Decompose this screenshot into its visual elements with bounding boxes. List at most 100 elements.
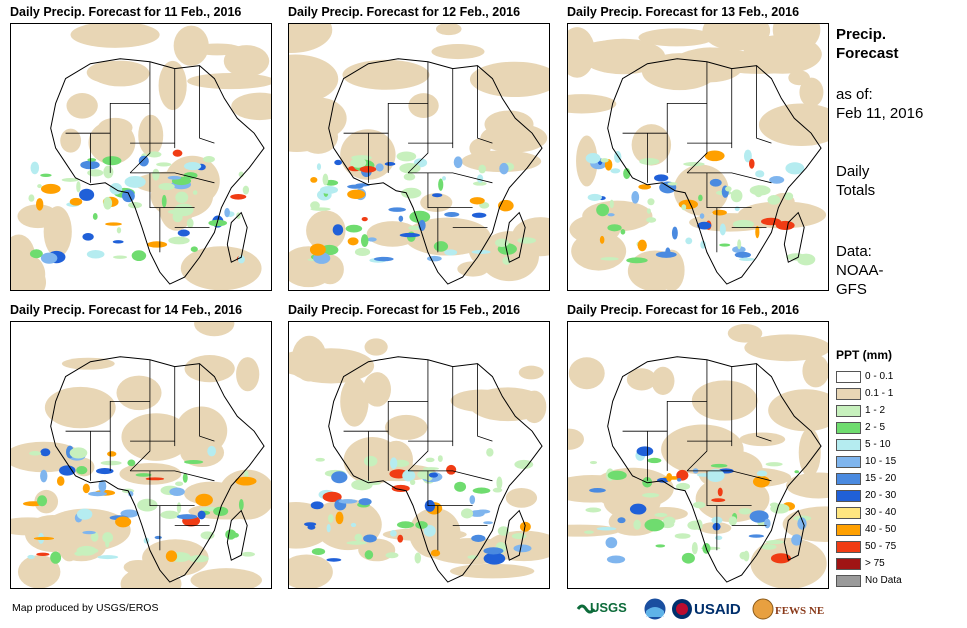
precip-area xyxy=(748,534,764,538)
precip-area xyxy=(147,241,168,248)
precip-area xyxy=(427,255,442,262)
precip-area xyxy=(213,506,229,516)
precip-area xyxy=(340,376,369,427)
precip-area xyxy=(120,509,139,518)
precip-area xyxy=(732,219,754,229)
precip-area xyxy=(316,163,322,171)
precip-area xyxy=(116,227,122,234)
precip-area xyxy=(734,206,740,212)
precip-area xyxy=(88,491,107,497)
forecast-panel-14: Daily Precip. Forecast for 14 Feb., 2016 xyxy=(10,303,272,589)
panel-title: Daily Precip. Forecast for 14 Feb., 2016 xyxy=(10,303,243,317)
precip-area xyxy=(168,236,190,245)
precip-area xyxy=(514,459,534,469)
precip-area xyxy=(390,457,398,469)
precip-area xyxy=(358,498,372,506)
legend-label: 50 - 75 xyxy=(865,541,897,552)
precip-area xyxy=(647,198,655,206)
precip-area xyxy=(236,357,260,392)
map-graphic xyxy=(568,323,828,588)
precip-area xyxy=(453,156,463,169)
precip-area xyxy=(409,210,431,224)
precip-area xyxy=(59,465,76,476)
precip-area xyxy=(472,487,491,494)
precip-area xyxy=(571,231,627,271)
data-source-line1: Data: xyxy=(836,243,872,260)
country-border xyxy=(687,172,772,184)
precip-area xyxy=(623,168,631,180)
precip-area xyxy=(115,516,132,528)
precip-area xyxy=(468,229,493,265)
precip-area xyxy=(385,552,399,559)
precip-area xyxy=(289,102,337,153)
precip-area xyxy=(399,163,421,174)
precip-area xyxy=(399,232,421,238)
precip-area xyxy=(717,487,723,497)
precip-area xyxy=(697,221,712,230)
country-border xyxy=(129,61,151,174)
precip-area xyxy=(739,257,755,262)
precip-area xyxy=(194,322,235,337)
legend-label: No Data xyxy=(865,575,902,586)
totals-line2: Totals xyxy=(836,182,876,199)
country-border xyxy=(199,363,215,442)
precip-area xyxy=(102,156,122,166)
precip-area xyxy=(770,503,790,514)
precip-area xyxy=(437,455,443,462)
precip-area xyxy=(289,554,333,588)
precip-map xyxy=(10,321,272,589)
precip-area xyxy=(326,558,342,562)
precip-area xyxy=(175,191,189,204)
precip-area xyxy=(765,539,784,545)
precip-area xyxy=(158,60,187,110)
map-graphic xyxy=(289,24,549,288)
country-border xyxy=(687,470,772,482)
precip-area xyxy=(750,537,827,588)
precip-area xyxy=(390,530,397,537)
precip-area xyxy=(304,522,317,527)
country-border xyxy=(427,470,473,507)
legend-item: 2 - 5 xyxy=(836,419,902,436)
country-border xyxy=(65,103,150,134)
forecast-panel-12: Daily Precip. Forecast for 12 Feb., 2016 xyxy=(288,5,550,291)
precip-area xyxy=(658,249,685,290)
precip-area xyxy=(36,198,44,211)
precip-area xyxy=(86,250,105,259)
precip-area xyxy=(430,549,441,557)
precip-area xyxy=(497,526,510,536)
legend-swatch xyxy=(836,387,861,400)
precip-area xyxy=(231,92,271,121)
side-title-line2: Forecast xyxy=(836,45,899,62)
precip-area xyxy=(56,476,65,486)
precip-area xyxy=(444,211,460,217)
precip-area xyxy=(367,237,377,242)
precip-area xyxy=(103,196,113,210)
precip-area xyxy=(607,213,615,217)
precip-area xyxy=(435,24,462,36)
precip-area xyxy=(471,212,487,218)
precip-area xyxy=(183,460,204,465)
precip-area xyxy=(190,568,262,588)
coastline xyxy=(226,211,248,263)
precip-area xyxy=(24,514,81,553)
data-source: Data: NOAA- GFS xyxy=(836,242,884,299)
precip-area xyxy=(338,499,358,504)
precip-area xyxy=(589,460,598,465)
legend-item: > 75 xyxy=(836,555,902,572)
precip-area xyxy=(200,531,215,540)
precip-area xyxy=(40,173,52,177)
forecast-panel-11: Daily Precip. Forecast for 11 Feb., 2016 xyxy=(10,5,272,291)
precip-area xyxy=(626,257,648,264)
precip-area xyxy=(414,552,422,564)
precip-area xyxy=(76,181,81,193)
precip-area xyxy=(663,516,676,525)
precip-area xyxy=(138,114,164,157)
precip-area xyxy=(799,77,824,107)
precip-area xyxy=(375,163,384,172)
forecast-panel-13: Daily Precip. Forecast for 13 Feb., 2016 xyxy=(567,5,829,291)
precip-area xyxy=(666,472,673,482)
precip-area xyxy=(401,187,422,199)
precip-area xyxy=(651,366,675,395)
precip-area xyxy=(483,521,493,525)
precip-area xyxy=(121,413,191,461)
